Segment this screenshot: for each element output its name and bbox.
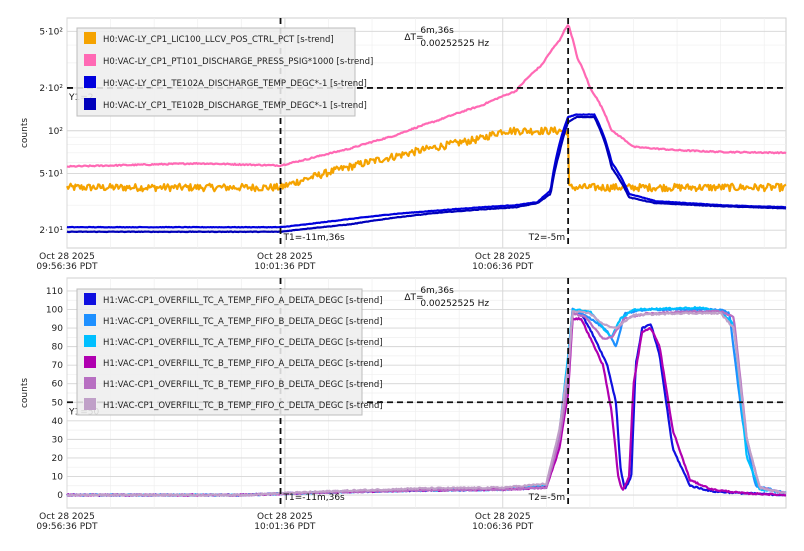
cursor-t1-label: T1=-11m,36s bbox=[283, 493, 346, 503]
legend-entry: H1:VAC-CP1_OVERFILL_TC_A_TEMP_FIFO_A_DEL… bbox=[103, 296, 383, 306]
y-axis-label: counts bbox=[20, 378, 30, 408]
legend-entry: H0:VAC-LY_CP1_TE102B_DISCHARGE_TEMP_DEGC… bbox=[103, 101, 367, 111]
legend-swatch bbox=[84, 314, 96, 326]
legend-swatch bbox=[84, 54, 96, 66]
delta-frequency: 0.00252525 Hz bbox=[420, 299, 489, 309]
legend-swatch bbox=[84, 32, 96, 44]
legend-entry: H1:VAC-CP1_OVERFILL_TC_B_TEMP_FIFO_B_DEL… bbox=[103, 380, 383, 390]
delta-label: ΔT= bbox=[404, 293, 423, 303]
y-tick-label: 20 bbox=[52, 454, 64, 464]
y-tick-label: 5·10¹ bbox=[39, 170, 63, 180]
delta-time: 6m,36s bbox=[420, 26, 454, 36]
y-tick-label: 50 bbox=[52, 398, 64, 408]
legend-swatch bbox=[84, 398, 96, 410]
x-tick-label-time: 10:01:36 PDT bbox=[254, 522, 316, 532]
major-grid bbox=[66, 18, 786, 248]
legend: H0:VAC-LY_CP1_LIC100_LLCV_POS_CTRL_PCT [… bbox=[76, 27, 373, 117]
legend-entry: H1:VAC-CP1_OVERFILL_TC_B_TEMP_FIFO_C_DEL… bbox=[103, 401, 383, 411]
y-tick-label: 0 bbox=[57, 491, 63, 501]
legend-entry: H1:VAC-CP1_OVERFILL_TC_A_TEMP_FIFO_C_DEL… bbox=[103, 338, 383, 348]
legend-entry: H0:VAC-LY_CP1_TE102A_DISCHARGE_TEMP_DEGC… bbox=[103, 79, 367, 89]
series-line bbox=[66, 113, 787, 229]
x-tick-label-date: Oct 28 2025 bbox=[475, 252, 531, 262]
x-tick-label-time: 09:56:36 PDT bbox=[36, 262, 98, 272]
x-tick-label-date: Oct 28 2025 bbox=[39, 252, 95, 262]
y-tick-label: 10² bbox=[48, 127, 63, 137]
x-tick-label-time: 10:06:36 PDT bbox=[472, 262, 534, 272]
y-tick-label: 110 bbox=[46, 287, 63, 297]
legend-swatch bbox=[84, 356, 96, 368]
legend-box bbox=[76, 27, 356, 117]
x-tick-label-date: Oct 28 2025 bbox=[257, 252, 313, 262]
y-tick-label: 5·10² bbox=[39, 27, 63, 37]
y-tick-label: 10 bbox=[52, 472, 64, 482]
legend-swatch bbox=[84, 377, 96, 389]
legend-swatch bbox=[84, 293, 96, 305]
y-tick-label: 70 bbox=[52, 361, 64, 371]
legend-swatch bbox=[84, 76, 96, 88]
cursor-t2-label: T2=-5m bbox=[528, 493, 566, 503]
x-tick-label-date: Oct 28 2025 bbox=[39, 512, 95, 522]
legend-box bbox=[76, 288, 363, 416]
y-tick-label: 30 bbox=[52, 435, 64, 445]
legend-swatch bbox=[84, 98, 96, 110]
series-line bbox=[66, 115, 787, 234]
legend-entry: H1:VAC-CP1_OVERFILL_TC_B_TEMP_FIFO_A_DEL… bbox=[103, 359, 383, 369]
delta-frequency: 0.00252525 Hz bbox=[420, 39, 489, 49]
y-tick-label: 40 bbox=[52, 417, 64, 427]
x-tick-label-date: Oct 28 2025 bbox=[257, 512, 313, 522]
y-tick-label: 80 bbox=[52, 343, 64, 353]
cursor-t1-label: T1=-11m,36s bbox=[283, 233, 346, 243]
series-line bbox=[66, 24, 787, 168]
x-tick-label-time: 10:06:36 PDT bbox=[472, 522, 534, 532]
y-tick-label: 2·10¹ bbox=[39, 226, 63, 236]
y-tick-label: 2·10² bbox=[39, 84, 63, 94]
delta-time: 6m,36s bbox=[420, 286, 454, 296]
x-tick-label-date: Oct 28 2025 bbox=[475, 512, 531, 522]
y-tick-label: 60 bbox=[52, 380, 64, 390]
legend: H1:VAC-CP1_OVERFILL_TC_A_TEMP_FIFO_A_DEL… bbox=[76, 288, 383, 416]
legend-entry: H0:VAC-LY_CP1_LIC100_LLCV_POS_CTRL_PCT [… bbox=[103, 35, 334, 45]
legend-entry: H0:VAC-LY_CP1_PT101_DISCHARGE_PRESS_PSIG… bbox=[103, 57, 373, 67]
cursor-t2-label: T2=-5m bbox=[528, 233, 566, 243]
legend-entry: H1:VAC-CP1_OVERFILL_TC_A_TEMP_FIFO_B_DEL… bbox=[103, 317, 383, 327]
x-tick-label-time: 09:56:36 PDT bbox=[36, 522, 98, 532]
y-axis-label: counts bbox=[20, 118, 30, 148]
x-tick-label-time: 10:01:36 PDT bbox=[254, 262, 316, 272]
series-group bbox=[66, 306, 787, 497]
series-group bbox=[66, 24, 787, 234]
series-line bbox=[66, 310, 787, 497]
legend-swatch bbox=[84, 335, 96, 347]
y-tick-label: 90 bbox=[52, 324, 64, 334]
y-tick-label: 100 bbox=[46, 306, 63, 316]
delta-label: ΔT= bbox=[404, 33, 423, 43]
series-line bbox=[66, 126, 787, 193]
